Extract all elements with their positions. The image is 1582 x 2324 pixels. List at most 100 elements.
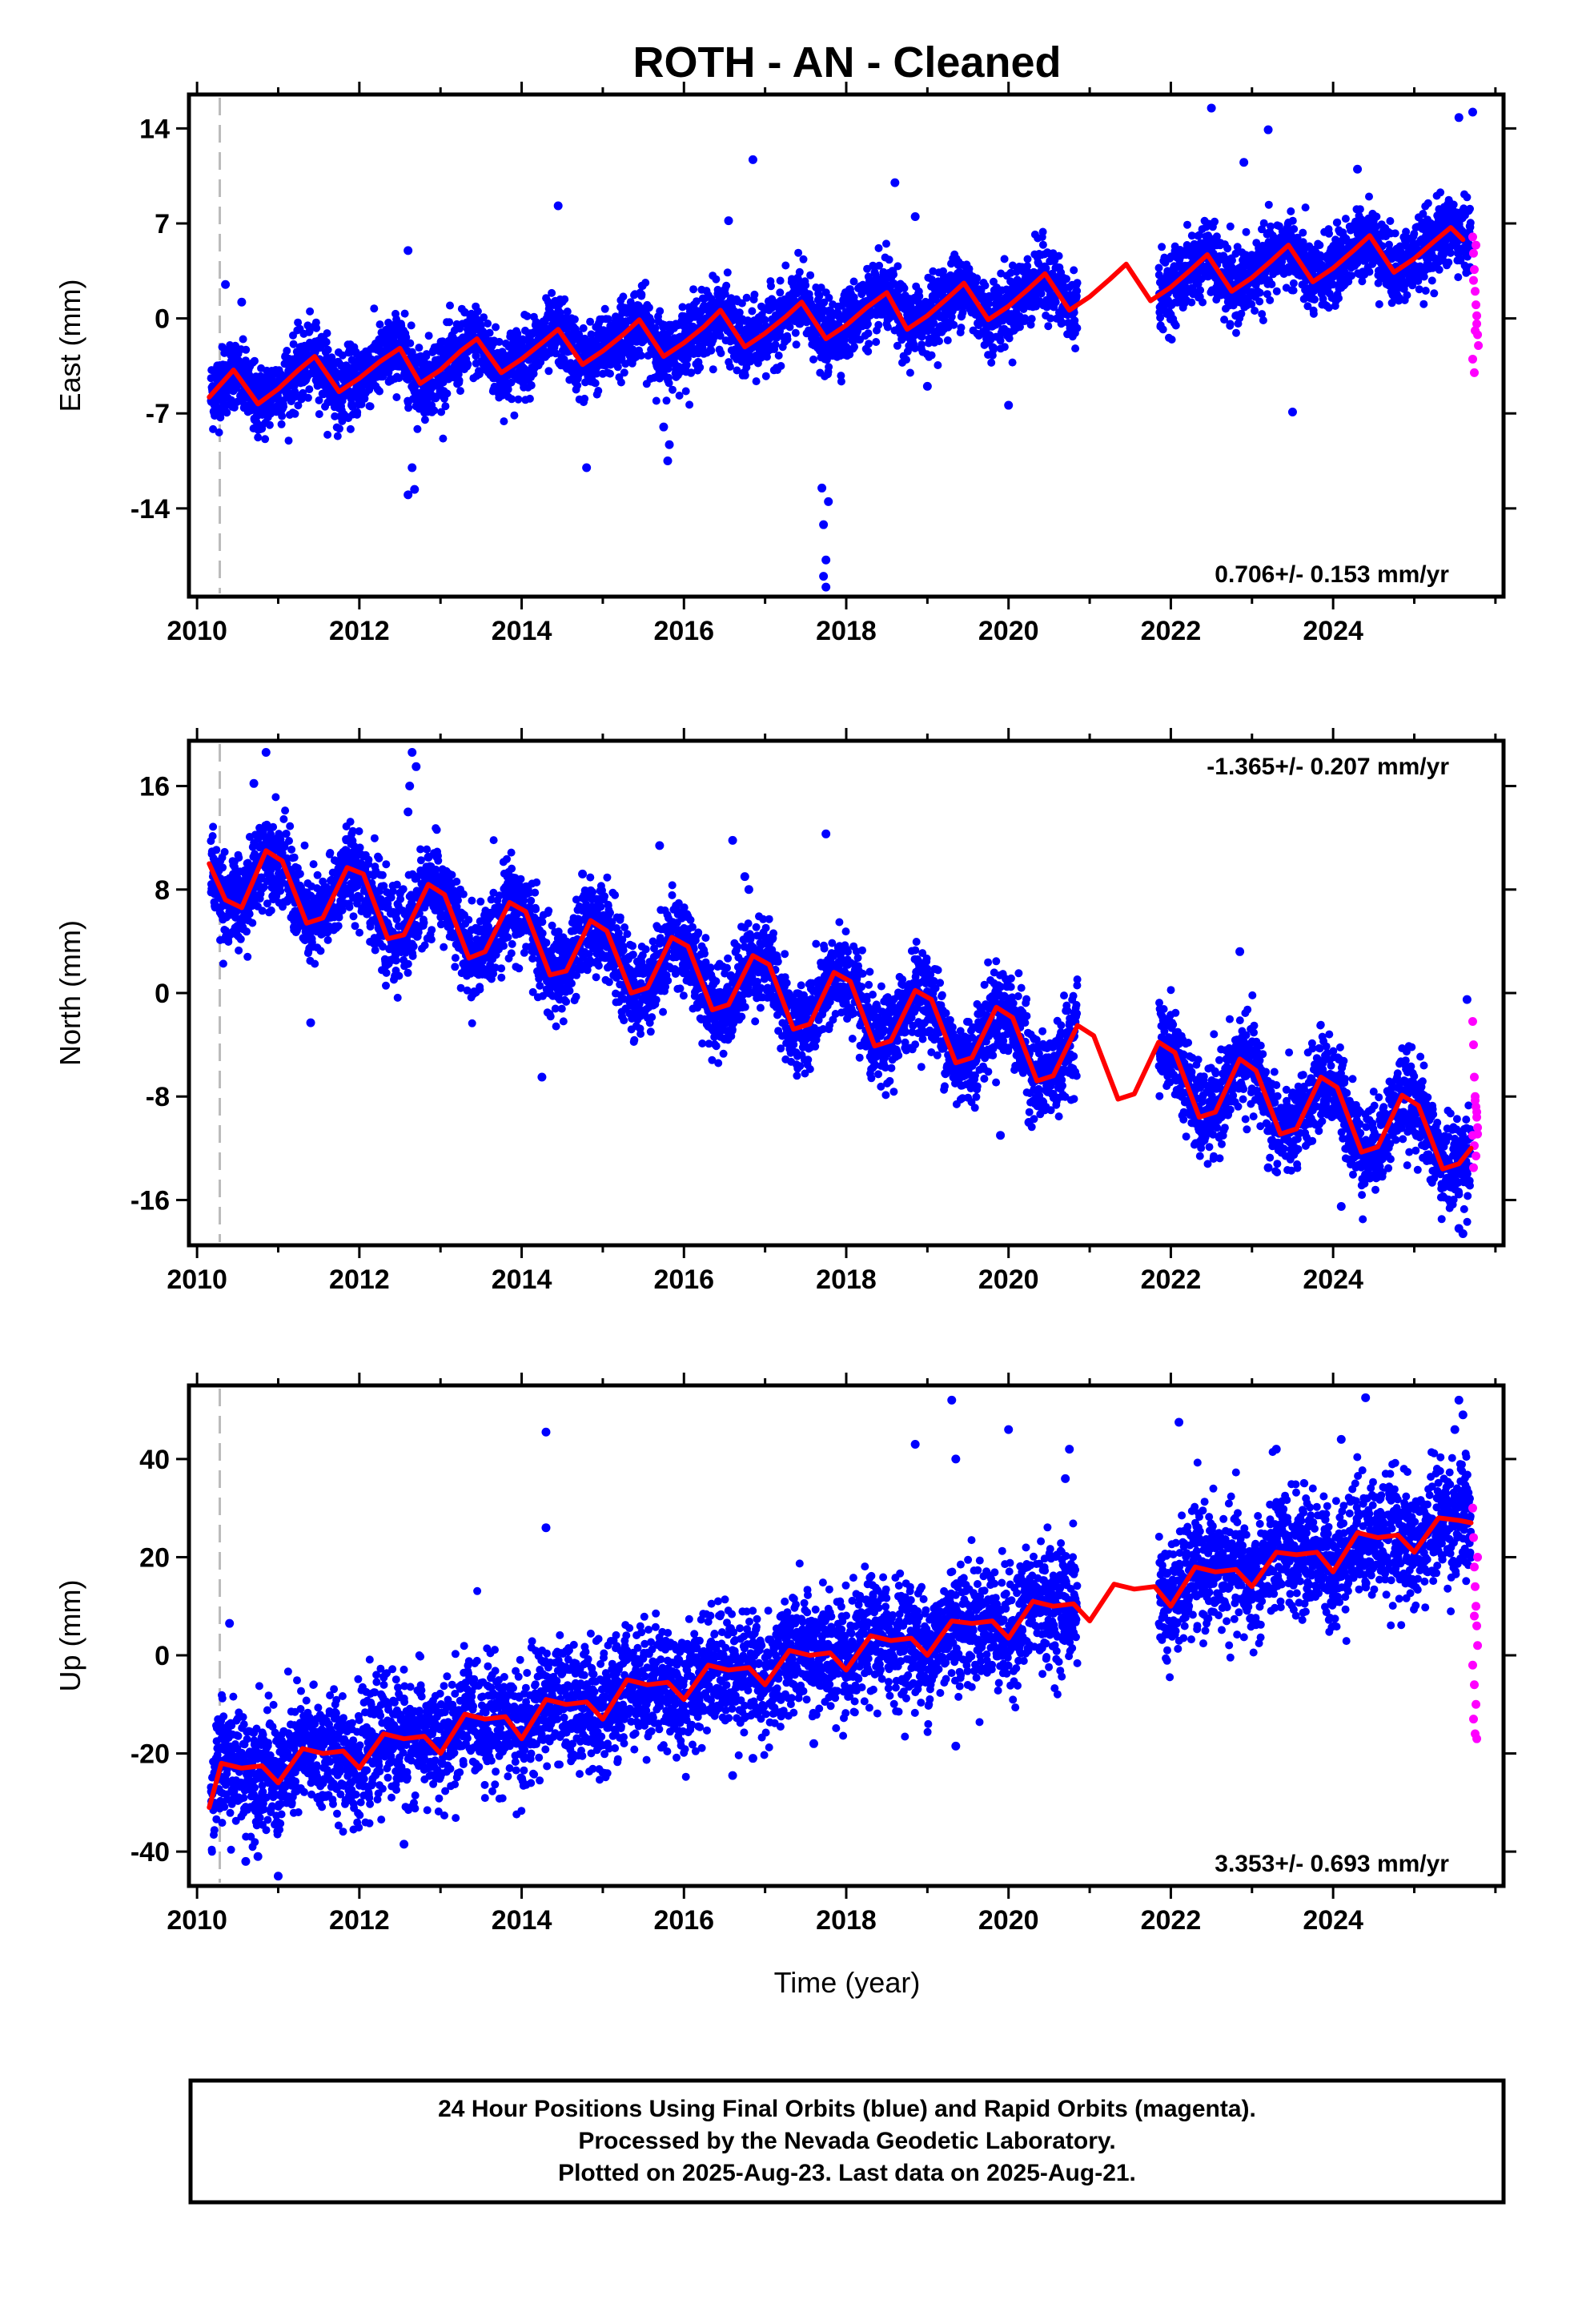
east-final-point (716, 332, 725, 340)
east-final-point (1183, 220, 1191, 229)
east-final-point (404, 404, 413, 412)
east-final-point (761, 316, 769, 324)
east-final-point (366, 402, 375, 411)
east-final-point (837, 377, 845, 386)
east-final-point (795, 267, 804, 276)
east-final-point (1232, 328, 1240, 337)
east-final-point (902, 356, 910, 364)
east-final-point (529, 369, 538, 378)
east-final-point (305, 385, 314, 394)
east-final-point (265, 420, 274, 429)
east-final-point (656, 307, 665, 316)
east-final-point (484, 320, 492, 328)
east-final-point (990, 344, 998, 352)
east-final-point (957, 324, 966, 332)
east-final-point (375, 387, 383, 396)
east-final-point (761, 372, 770, 380)
east-final-point (987, 358, 996, 367)
east-final-point (592, 369, 601, 378)
east-final-point (1211, 217, 1219, 226)
east-final-point (475, 370, 484, 379)
east-final-point (1196, 286, 1205, 295)
east-final-point (620, 368, 628, 377)
east-final-point (613, 363, 622, 372)
east-final-point (725, 362, 734, 371)
east-final-point (500, 417, 508, 426)
east-final-point (227, 396, 235, 404)
east-final-point (600, 304, 609, 313)
east-final-point (548, 288, 556, 297)
east-final-point (687, 368, 696, 377)
east-final-point (794, 248, 803, 257)
east-final-point (748, 307, 757, 316)
figure-title: ROTH - AN - Cleaned (632, 38, 1061, 86)
east-final-point (1171, 321, 1180, 330)
east-final-point (799, 255, 808, 263)
east-final-point (454, 370, 463, 379)
east-final-point (1288, 216, 1297, 225)
east-final-point (1023, 255, 1032, 263)
east-final-point (791, 328, 800, 337)
east-final-point (771, 340, 780, 349)
east-final-point (446, 301, 454, 310)
east-final-point (696, 363, 705, 372)
east-final-point (1223, 244, 1232, 253)
east-final-point (415, 344, 424, 352)
east-final-point (322, 338, 331, 347)
east-final-point (370, 304, 379, 313)
east-final-point (1251, 307, 1259, 315)
east-final-point (303, 393, 312, 402)
east-final-point (279, 402, 288, 411)
east-final-point (752, 377, 761, 386)
east-final-point (1375, 300, 1383, 308)
east-final-point (504, 385, 512, 394)
east-final-point (1386, 217, 1395, 225)
east-final-point (1158, 243, 1166, 251)
east-final-point (850, 343, 858, 352)
east-final-point (430, 406, 439, 415)
east-final-point (261, 435, 270, 444)
east-final-point (1267, 222, 1275, 231)
east-final-point (472, 352, 480, 360)
east-final-point (885, 255, 893, 264)
east-final-point (587, 330, 596, 339)
east-final-point (485, 328, 494, 337)
east-final-point (636, 352, 645, 360)
east-final-point (652, 396, 661, 405)
east-final-point (950, 320, 958, 329)
east-final-point (1242, 227, 1251, 236)
east-final-point (333, 432, 342, 440)
east-final-point (1073, 324, 1082, 332)
east-final-point (1070, 266, 1078, 275)
east-final-point (777, 362, 785, 370)
east-final-point (508, 395, 516, 404)
east-final-point (1187, 298, 1196, 307)
east-ylabel: East (mm) (54, 279, 86, 412)
east-final-point (1333, 218, 1342, 227)
east-final-point (637, 290, 646, 299)
east-final-point (1309, 309, 1318, 318)
east-final-point (707, 346, 716, 355)
east-final-point (733, 366, 741, 375)
east-final-point (335, 424, 343, 433)
east-final-point (1062, 275, 1070, 283)
east-final-point (863, 320, 872, 328)
east-final-point (604, 315, 612, 324)
east-final-point (400, 309, 409, 318)
east-final-point (513, 329, 522, 338)
east-final-point (1372, 212, 1381, 221)
east-final-point (1289, 286, 1298, 295)
east-final-point (1027, 315, 1036, 324)
east-final-point (283, 347, 291, 355)
east-final-point (323, 430, 332, 439)
east-final-point (900, 283, 909, 292)
east-final-point (209, 424, 218, 433)
east-final-point (1156, 313, 1165, 322)
east-final-point (742, 293, 751, 302)
east-final-point (1226, 320, 1235, 328)
east-final-point (353, 408, 362, 416)
east-final-point (917, 340, 926, 349)
east-final-point (809, 355, 817, 364)
east-final-point (1038, 227, 1047, 236)
east-final-point (251, 356, 259, 365)
